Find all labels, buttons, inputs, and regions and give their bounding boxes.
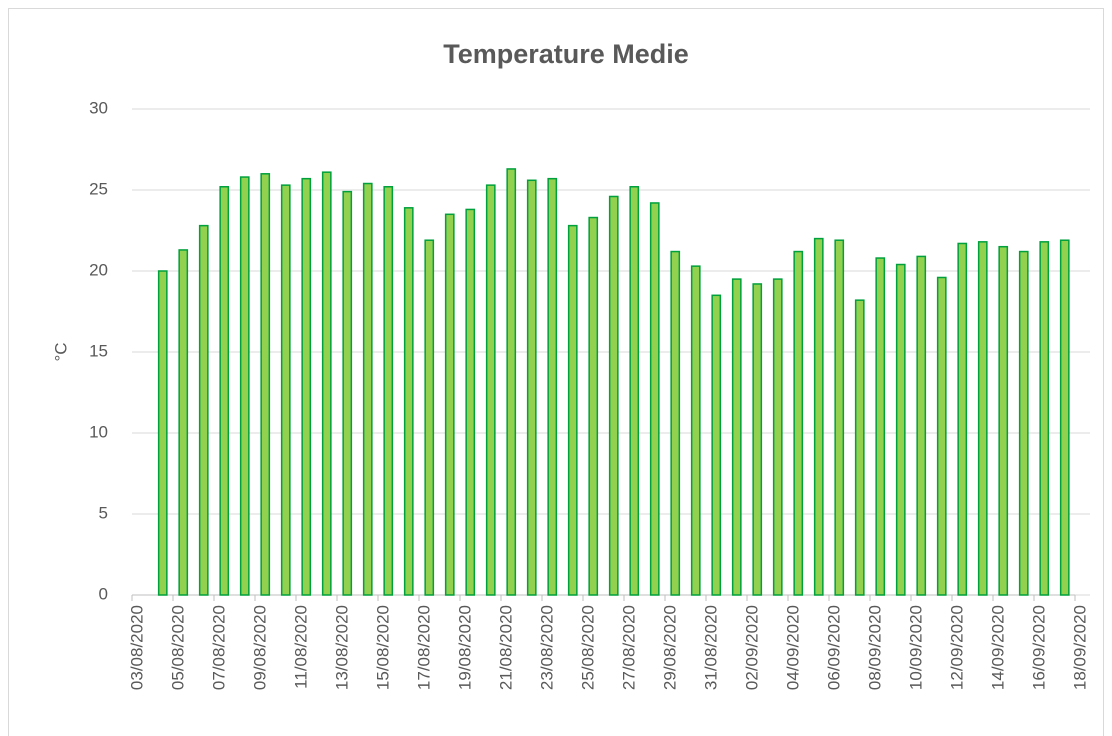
- y-tick-label: 30: [89, 98, 108, 117]
- x-tick-label: 02/09/2020: [742, 605, 761, 690]
- bar: [526, 179, 537, 596]
- bar: [424, 239, 435, 596]
- x-tick-label: 05/08/2020: [168, 605, 187, 690]
- bar: [219, 186, 230, 596]
- bar: [260, 173, 271, 596]
- bar: [936, 276, 947, 596]
- bar: [895, 263, 906, 596]
- x-tick-label: 27/08/2020: [619, 605, 638, 690]
- bar: [834, 239, 845, 596]
- bar: [608, 195, 619, 596]
- bar: [506, 168, 517, 596]
- bar: [444, 213, 455, 596]
- bar: [629, 186, 640, 596]
- x-tick-label: 08/09/2020: [865, 605, 884, 690]
- bar: [977, 241, 988, 596]
- y-tick-label: 0: [99, 584, 108, 603]
- y-tick-label: 10: [89, 422, 108, 441]
- bar: [342, 190, 353, 596]
- x-tick-label: 09/08/2020: [250, 605, 269, 690]
- bar: [321, 171, 332, 596]
- bar: [465, 208, 476, 596]
- bar: [301, 177, 312, 596]
- bar: [854, 299, 865, 596]
- bar: [793, 250, 804, 596]
- bar: [731, 278, 742, 596]
- bar: [547, 177, 558, 596]
- x-tick-label: 16/09/2020: [1029, 605, 1048, 690]
- bar: [1018, 250, 1029, 596]
- bar: [998, 245, 1009, 596]
- bar: [239, 176, 250, 596]
- x-tick-label: 13/08/2020: [332, 605, 351, 690]
- x-tick-label: 19/08/2020: [455, 605, 474, 690]
- x-tick-label: 29/08/2020: [660, 605, 679, 690]
- y-axis-label: °C: [51, 342, 70, 361]
- x-tick-label: 12/09/2020: [947, 605, 966, 690]
- chart-title: Temperature Medie: [443, 39, 689, 69]
- bar: [649, 202, 660, 596]
- x-tick-label: 18/09/2020: [1070, 605, 1089, 690]
- bar: [670, 250, 681, 596]
- y-tick-label: 25: [89, 179, 108, 198]
- x-tick-label: 10/09/2020: [906, 605, 925, 690]
- x-tick-label: 23/08/2020: [537, 605, 556, 690]
- bar: [383, 186, 394, 596]
- x-tick-label: 21/08/2020: [496, 605, 515, 690]
- bar: [157, 270, 168, 596]
- bar: [198, 224, 209, 596]
- bar: [280, 184, 291, 596]
- bar: [588, 216, 599, 596]
- bar: [485, 184, 496, 596]
- bar: [916, 255, 927, 596]
- bar: [813, 237, 824, 596]
- x-tick-label: 07/08/2020: [209, 605, 228, 690]
- bar: [957, 242, 968, 596]
- bar: [403, 207, 414, 596]
- y-tick-label: 5: [99, 503, 108, 522]
- bar: [711, 294, 722, 596]
- y-tick-label: 20: [89, 260, 108, 279]
- y-tick-label: 15: [89, 341, 108, 360]
- bar: [752, 283, 763, 596]
- x-tick-label: 15/08/2020: [373, 605, 392, 690]
- bar: [362, 182, 373, 596]
- bar: [772, 278, 783, 596]
- x-tick-label: 11/08/2020: [291, 605, 310, 689]
- bar: [1039, 241, 1050, 596]
- x-tick-label: 14/09/2020: [988, 605, 1007, 690]
- x-tick-label: 04/09/2020: [783, 605, 802, 690]
- bar: [178, 249, 189, 596]
- x-tick-label: 03/08/2020: [127, 605, 146, 690]
- bar: [875, 257, 886, 596]
- x-tick-label: 06/09/2020: [824, 605, 843, 690]
- x-tick-label: 31/08/2020: [701, 605, 720, 690]
- bar: [567, 224, 578, 596]
- x-tick-label: 17/08/2020: [414, 605, 433, 690]
- bar: [690, 265, 701, 596]
- x-tick-label: 25/08/2020: [578, 605, 597, 690]
- bar: [1059, 239, 1070, 596]
